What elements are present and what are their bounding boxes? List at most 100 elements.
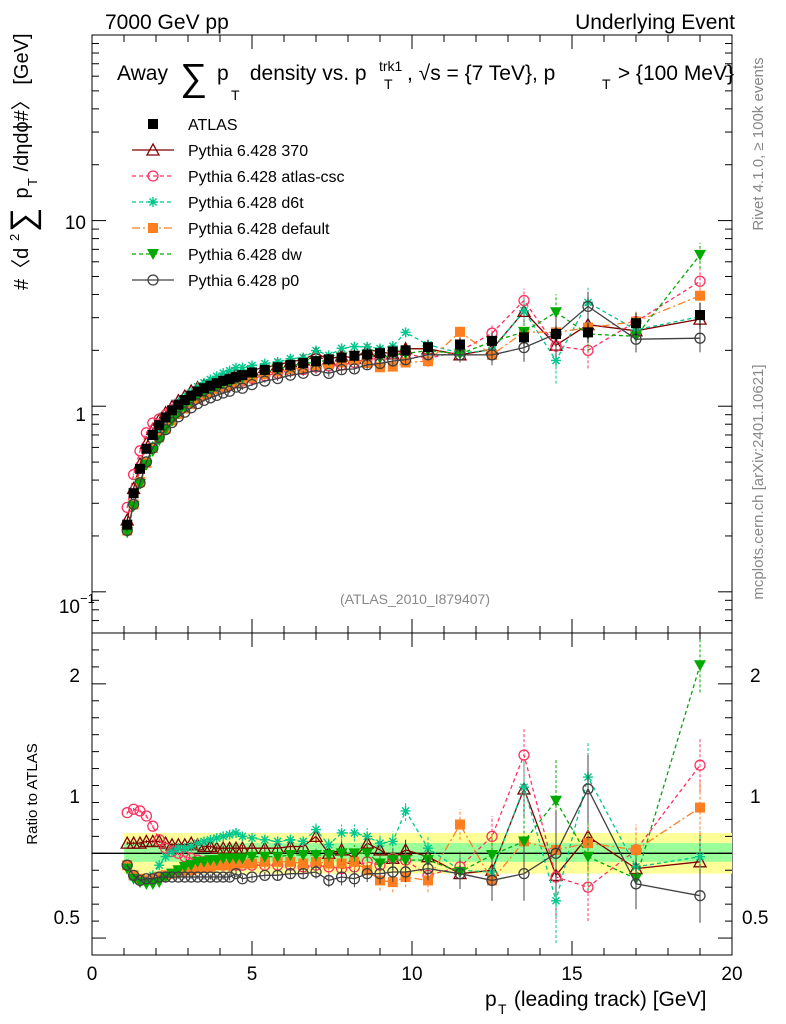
data-point (550, 307, 562, 319)
ratio-point (297, 868, 309, 880)
legend-marker (147, 170, 159, 182)
ratio-point (362, 831, 373, 842)
ratio-y-tick-2-left: 2 (69, 666, 80, 687)
data-point (298, 357, 309, 368)
data-point (179, 395, 190, 406)
main-plot-series (120, 242, 708, 539)
svg-text:T: T (602, 76, 611, 92)
data-point (205, 374, 216, 385)
series-pythia-6-428-d6t (122, 287, 705, 536)
analysis-id-label: (ATLAS_2010_I879407) (340, 591, 490, 607)
svg-text:/dηdϕ#〉 [GeV]: /dηdϕ#〉 [GeV] (11, 34, 33, 178)
data-point (362, 341, 373, 352)
data-point (218, 368, 229, 379)
data-point (519, 305, 529, 316)
data-point (217, 387, 229, 399)
ratio-point (387, 866, 399, 878)
ratio-point (172, 871, 185, 883)
ratio-point (372, 842, 388, 856)
ratio-point (247, 858, 257, 869)
y-tick-label-0.1: 10 (59, 597, 80, 618)
ratio-point (336, 827, 347, 838)
ratio-point (360, 835, 375, 849)
ratio-point (399, 866, 412, 878)
y-tick-label-10: 10 (65, 213, 86, 234)
data-point (694, 332, 706, 344)
data-point (387, 346, 398, 357)
ratio-point (423, 843, 433, 854)
series-line (126, 305, 701, 531)
legend-label: ATLAS (188, 117, 238, 134)
svg-text:T: T (384, 76, 393, 92)
ratio-point (486, 874, 498, 887)
ratio-plot-series (120, 638, 708, 944)
data-point (135, 463, 145, 474)
ratio-point (152, 834, 167, 848)
svg-text:p: p (485, 988, 497, 1011)
data-point (211, 371, 222, 382)
ratio-point (297, 850, 310, 862)
ratio-point (323, 874, 335, 887)
ratio-point (185, 860, 198, 872)
data-point (198, 394, 210, 407)
x-tick-label-0: 0 (87, 964, 98, 985)
legend-label: Pythia 6.428 d6t (188, 195, 304, 212)
ratio-point (205, 861, 216, 872)
series-line (126, 301, 701, 531)
ratio-point (272, 836, 283, 847)
data-point (128, 488, 139, 499)
data-point (311, 356, 321, 367)
legend-marker (148, 119, 158, 129)
legend-entry-pythia-6-428-atlas-csc: Pythia 6.428 atlas-csc (132, 169, 345, 186)
ratio-y-tick-0.5-left: 0.5 (54, 908, 80, 929)
legend-marker (145, 142, 161, 156)
ratio-point (310, 850, 322, 862)
ratio-y-tick-1-left: 1 (69, 787, 80, 808)
ratio-point (695, 802, 705, 813)
data-point (127, 498, 140, 511)
legend-entry-atlas: ATLAS (148, 117, 238, 134)
data-point (551, 355, 561, 366)
svg-text:p: p (11, 187, 33, 204)
ratio-point (551, 895, 561, 906)
data-point (211, 378, 222, 389)
svg-text:p: p (217, 62, 229, 85)
ratio-point (127, 803, 140, 815)
legend-marker (148, 197, 158, 207)
ratio-point (218, 831, 229, 842)
ratio-point (486, 830, 498, 843)
data-point (246, 378, 258, 391)
ratio-point (167, 846, 177, 857)
ratio-point (323, 839, 334, 850)
data-point (694, 275, 706, 287)
ratio-point (310, 866, 322, 878)
data-point (400, 345, 411, 356)
ratio-point (237, 831, 248, 842)
ratio-point (236, 853, 249, 865)
ratio-point (399, 855, 412, 867)
ratio-point (694, 759, 706, 771)
ratio-point (322, 850, 335, 862)
ratio-point (199, 836, 209, 847)
ratio-point (153, 871, 165, 883)
svg-text:(leading track) [GeV]: (leading track) [GeV] (508, 988, 706, 1011)
ratio-point (211, 871, 223, 883)
ratio-point (335, 871, 348, 883)
legend-label: Pythia 6.428 default (188, 221, 330, 238)
data-point (519, 332, 529, 343)
ratio-point (550, 847, 562, 859)
ratio-point (160, 851, 171, 862)
data-point (140, 456, 153, 468)
data-point (224, 365, 235, 376)
svg-text:Away: Away (117, 62, 168, 85)
ratio-series-pythia-6-428-p0 (121, 755, 706, 923)
ratio-point (204, 871, 217, 883)
data-point (375, 348, 385, 359)
ratio-point (121, 859, 133, 871)
ratio-point (335, 848, 348, 860)
data-point (140, 459, 153, 471)
svg-text:2: 2 (7, 234, 22, 241)
ratio-point (298, 836, 309, 847)
ratio-point (455, 819, 465, 830)
